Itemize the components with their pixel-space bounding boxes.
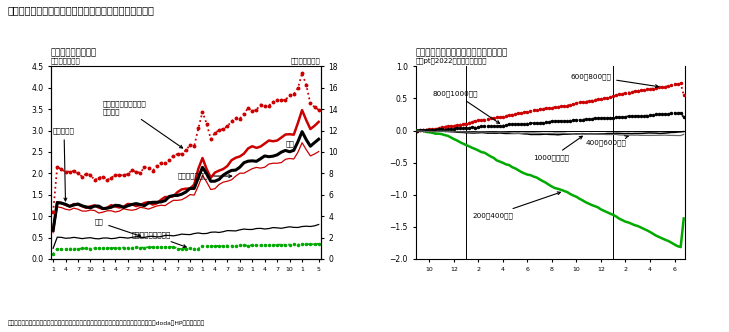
Text: ＩＴ・通信エンジニア
（右軸）: ＩＴ・通信エンジニア （右軸） [103,101,182,148]
Text: （１）転職求人倍率: （１）転職求人倍率 [51,48,97,57]
Text: 事務・アシスタント: 事務・アシスタント [132,231,187,247]
Text: 400～600万円: 400～600万円 [585,136,628,146]
Text: 営業: 営業 [95,219,141,237]
Text: 企画・管理: 企画・管理 [53,128,75,201]
Text: 付図１－３　転職求人倍率・年収階級別求人構成の変化: 付図１－３ 転職求人倍率・年収階級別求人構成の変化 [7,5,154,15]
Text: （倍、原数値）: （倍、原数値） [51,58,81,64]
Text: 800～1000万円: 800～1000万円 [432,90,499,124]
Text: 600～800万円: 600～800万円 [570,73,658,88]
Text: 1000万円以上: 1000万円以上 [534,136,582,161]
Text: （％pt、2022年９月第１週差）: （％pt、2022年９月第１週差） [416,58,487,64]
Text: 販売・サービス: 販売・サービス [178,173,232,179]
Text: （２）年収階級別求人件数構成比の変化: （２）年収階級別求人件数構成比の変化 [416,48,508,57]
Text: 200～400万円: 200～400万円 [472,192,561,219]
Text: （備考）パーソルキャリア株式会社「転職求人倍率レポート（データ）」、「転職サービスdoda」HPにより作成。: （備考）パーソルキャリア株式会社「転職求人倍率レポート（データ）」、「転職サービ… [7,320,205,326]
Text: （倍、原数値）: （倍、原数値） [291,58,321,64]
Text: 全体: 全体 [286,140,295,147]
